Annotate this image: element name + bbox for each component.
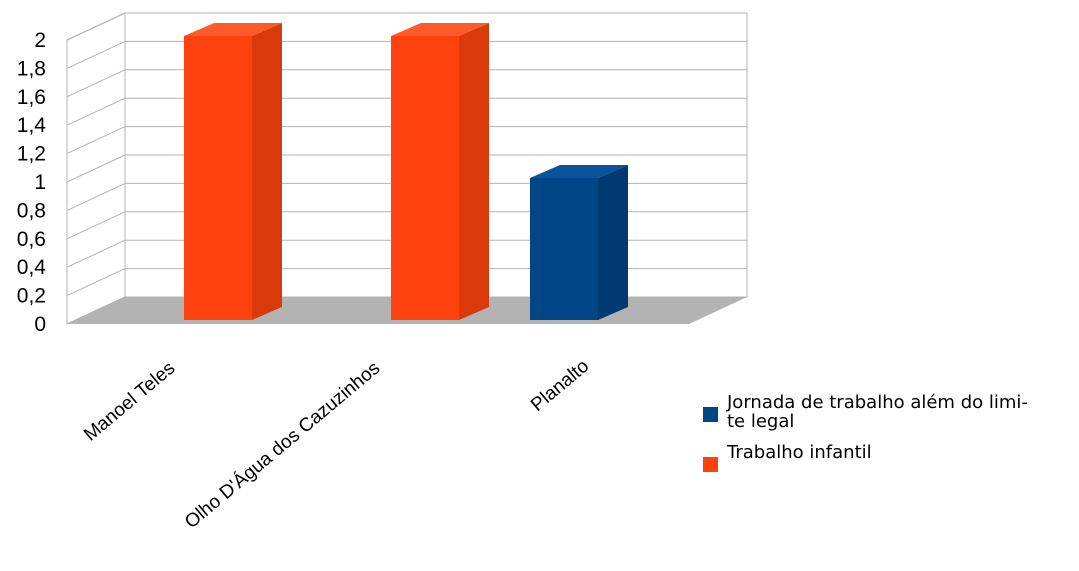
bars xyxy=(184,23,628,320)
y-tick-label: 1,6 xyxy=(17,86,46,109)
gridline-side xyxy=(66,182,126,211)
gridline-side xyxy=(66,239,126,268)
bar-top xyxy=(184,23,282,36)
gridline-side xyxy=(66,211,126,240)
legend-swatch-jornada xyxy=(703,407,718,422)
bar-top xyxy=(391,23,489,36)
y-tick-label: 1,2 xyxy=(17,143,46,166)
y-tick-label: 0 xyxy=(34,313,46,336)
legend-item-jornada: Jornada de trabalho além do limi- te leg… xyxy=(703,393,1073,431)
category-label: Olho D'Água dos Cazuzinhos xyxy=(181,358,384,533)
gridline-side xyxy=(66,154,126,183)
bar xyxy=(530,165,628,320)
legend-item-trabalho-infantil: Trabalho infantil xyxy=(703,442,1073,472)
y-tick-label: 2 xyxy=(34,29,46,52)
y-tick-label: 0,4 xyxy=(17,256,47,279)
legend-swatch-trabalho-infantil xyxy=(703,457,718,472)
gridline-side xyxy=(66,268,126,297)
gridline-side xyxy=(66,40,126,69)
y-axis-ticks: 0 0,2 0,4 0,6 0,8 1 1,2 1,4 1,6 1,8 2 xyxy=(17,29,47,336)
x-axis-categories: Manoel Teles Olho D'Água dos Cazuzinhos Pl… xyxy=(80,356,593,533)
category-label: Planalto xyxy=(527,356,593,416)
y-tick-label: 0,6 xyxy=(17,228,46,251)
legend: Jornada de trabalho além do limi- te leg… xyxy=(703,393,1073,474)
bar-side xyxy=(252,23,282,320)
gridline-side xyxy=(66,69,126,98)
bar-side xyxy=(459,23,489,320)
category-label: Manoel Teles xyxy=(80,358,179,446)
bar-front xyxy=(530,178,598,320)
gridline-side xyxy=(66,12,126,41)
bar-top xyxy=(530,165,628,178)
bar-front xyxy=(391,36,459,320)
bar-front xyxy=(184,36,252,320)
y-tick-label: 1,8 xyxy=(17,57,46,80)
bar xyxy=(184,23,282,320)
bar xyxy=(391,23,489,320)
y-tick-label: 1 xyxy=(34,171,46,194)
bar-side xyxy=(598,165,628,320)
legend-label-trabalho-infantil: Trabalho infantil xyxy=(727,442,872,463)
y-tick-label: 1,4 xyxy=(17,114,47,137)
gridline-side xyxy=(66,126,126,155)
y-tick-label: 0,2 xyxy=(17,285,46,308)
y-tick-label: 0,8 xyxy=(17,199,46,222)
legend-label-jornada: Jornada de trabalho além do limi- te leg… xyxy=(727,392,1028,432)
gridline-side xyxy=(66,97,126,126)
